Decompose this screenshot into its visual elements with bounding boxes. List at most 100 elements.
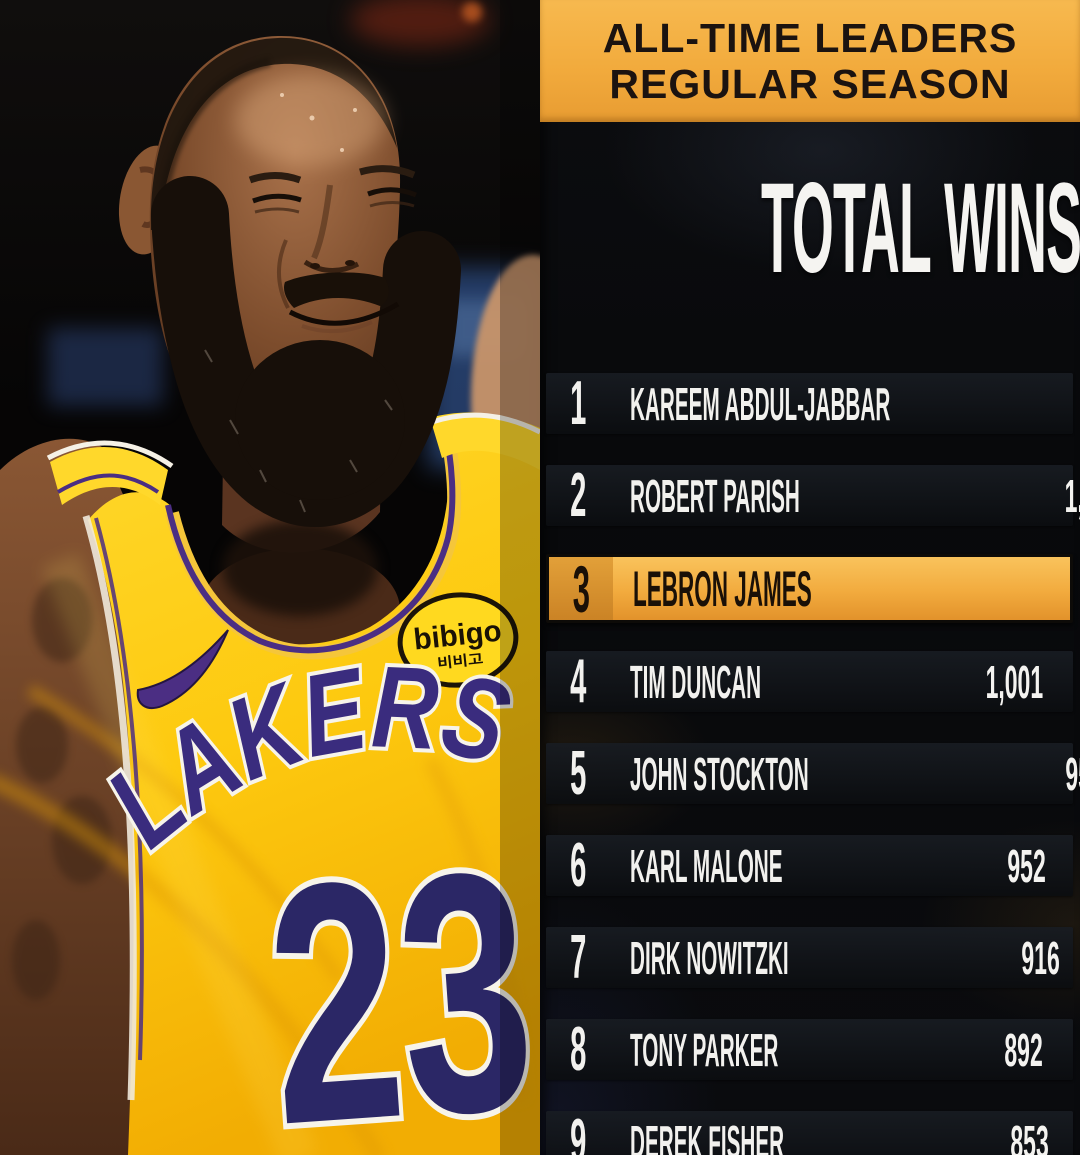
leader-rank: 6 <box>569 830 587 900</box>
jersey-sheen <box>41 552 319 1155</box>
leader-name-cell: DEREK FISHER <box>630 1119 972 1155</box>
beard-gray-flecks <box>204 349 393 513</box>
right-eye <box>367 187 417 198</box>
stat-title-text: TOTAL WINS <box>761 157 1080 300</box>
leader-rank: 4 <box>569 646 587 716</box>
photo-edge-shadow <box>500 0 540 1155</box>
leader-value: 892 <box>1004 1023 1043 1076</box>
leader-value-cell: 1,002 <box>1030 563 1080 615</box>
arena-led-banner-left <box>48 328 163 406</box>
nose-base <box>303 259 360 273</box>
right-strap <box>430 412 540 470</box>
leader-name-cell: LEBRON JAMES <box>633 564 1030 614</box>
sponsor-patch-korean: 비비고 <box>436 651 484 672</box>
leader-value: 952 <box>1007 839 1046 892</box>
leader-name: JOHN STOCKTON <box>630 747 809 800</box>
leader-name-cell: KAREEM ABDUL-JABBAR <box>630 381 1080 427</box>
leader-value: 1,001 <box>985 655 1043 708</box>
leader-row: 1 KAREEM ABDUL-JABBAR 1,074 <box>546 368 1073 438</box>
leader-value-cell: 953 <box>1027 751 1080 797</box>
leader-row: 8 TONY PARKER 892 <box>546 1014 1073 1084</box>
leader-rank-cell: 4 <box>546 646 610 716</box>
nostril-right <box>345 260 355 266</box>
leader-name: TONY PARKER <box>630 1023 779 1076</box>
neck-shadow <box>222 520 378 616</box>
right-strap-trim <box>431 412 540 435</box>
leader-rank-cell: 8 <box>546 1014 610 1084</box>
leader-value: 853 <box>1010 1115 1050 1155</box>
player-head <box>118 35 461 616</box>
leader-name: ROBERT PARISH <box>630 469 800 522</box>
leader-row: 5 JOHN STOCKTON 953 <box>546 738 1080 808</box>
neckline-piping <box>165 423 456 654</box>
leader-name: LEBRON JAMES <box>633 560 812 617</box>
right-eye-crease <box>369 201 415 208</box>
leader-rank-cell: 5 <box>546 738 610 808</box>
leader-name-cell: JOHN STOCKTON <box>630 751 1027 797</box>
leader-rank: 9 <box>569 1106 587 1155</box>
leaderboard-panel: ALL-TIME LEADERS REGULAR SEASON TOTAL WI… <box>540 0 1080 1155</box>
arena-light-dot <box>462 2 482 22</box>
leader-name-cell: KARL MALONE <box>630 843 969 889</box>
smile <box>288 301 400 326</box>
right-eyebrow <box>359 165 416 179</box>
leader-rank: 8 <box>569 1014 587 1084</box>
nostril-left <box>310 263 320 269</box>
nike-swoosh-icon <box>136 629 229 709</box>
leader-rank-cell: 2 <box>546 460 610 530</box>
leader-name-cell: ROBERT PARISH <box>630 473 1007 519</box>
player-photo: bibigo 비비고 LAKERS 23 <box>0 0 540 1155</box>
left-strap-piping <box>56 473 160 494</box>
leader-row: 6 KARL MALONE 952 <box>546 830 1076 900</box>
leaders-list: 1 KAREEM ABDUL-JABBAR 1,074 2 ROBERT PAR… <box>546 368 1080 1155</box>
leader-rank-cell: 1 <box>546 368 610 438</box>
nose-bridge <box>311 184 333 260</box>
leader-value: 1,014 <box>1064 469 1080 522</box>
leader-rank-cell: 9 <box>546 1106 610 1155</box>
header-line-2: REGULAR SEASON <box>609 60 1011 107</box>
leader-rank: 7 <box>569 922 587 992</box>
header-line-1: ALL-TIME LEADERS <box>602 14 1018 61</box>
leader-rank-cell: 7 <box>546 922 610 992</box>
jersey-number: 23 <box>258 799 540 1155</box>
left-eye <box>252 193 302 204</box>
leader-value-cell: 916 <box>983 935 1080 981</box>
leader-rank: 5 <box>569 738 587 808</box>
leader-row: 2 ROBERT PARISH 1,014 <box>546 460 1080 530</box>
stat-title: TOTAL WINS <box>540 165 1080 293</box>
leader-value-cell: 853 <box>972 1119 1079 1155</box>
armhole-trim-purple <box>94 517 144 1061</box>
leader-rank: 3 <box>572 551 590 626</box>
leader-rank: 2 <box>569 460 587 530</box>
leader-value-cell: 952 <box>969 843 1076 889</box>
leader-row: 4 TIM DUNCAN 1,001 <box>546 646 1073 716</box>
leader-row: 3 LEBRON JAMES 1,002 <box>546 554 1073 623</box>
header-band: ALL-TIME LEADERS REGULAR SEASON <box>540 0 1080 122</box>
player-photo-illustration: bibigo 비비고 LAKERS 23 <box>0 0 540 1155</box>
sweat-glints <box>280 93 357 152</box>
leader-rank-cell: 3 <box>549 551 613 626</box>
leader-value: 916 <box>1021 931 1060 984</box>
leader-name: KAREEM ABDUL-JABBAR <box>630 377 891 430</box>
leader-name: TIM DUNCAN <box>630 655 762 708</box>
leader-value-cell: 1,014 <box>1007 473 1080 519</box>
left-strap-trim <box>46 440 174 469</box>
arena-glow-top <box>350 0 490 46</box>
forehead-highlight <box>235 74 385 166</box>
leader-name-cell: DIRK NOWITZKI <box>630 935 983 981</box>
jersey-folds <box>0 684 527 1155</box>
leader-name-cell: TONY PARKER <box>630 1027 960 1073</box>
mustache <box>284 272 389 308</box>
leader-row: 7 DIRK NOWITZKI 916 <box>546 922 1073 992</box>
leader-row: 9 DEREK FISHER 853 <box>546 1106 1073 1155</box>
sponsor-patch: bibigo 비비고 <box>397 592 519 688</box>
leader-value-cell: 1,001 <box>928 659 1073 705</box>
arm-tattoos <box>12 578 112 1000</box>
leader-name: DIRK NOWITZKI <box>630 931 789 984</box>
leader-value-cell: 892 <box>966 1027 1073 1073</box>
left-smile-line <box>276 239 290 309</box>
leader-rank: 1 <box>569 368 587 438</box>
beard-chin <box>235 340 405 500</box>
leader-rank-cell: 6 <box>546 830 610 900</box>
